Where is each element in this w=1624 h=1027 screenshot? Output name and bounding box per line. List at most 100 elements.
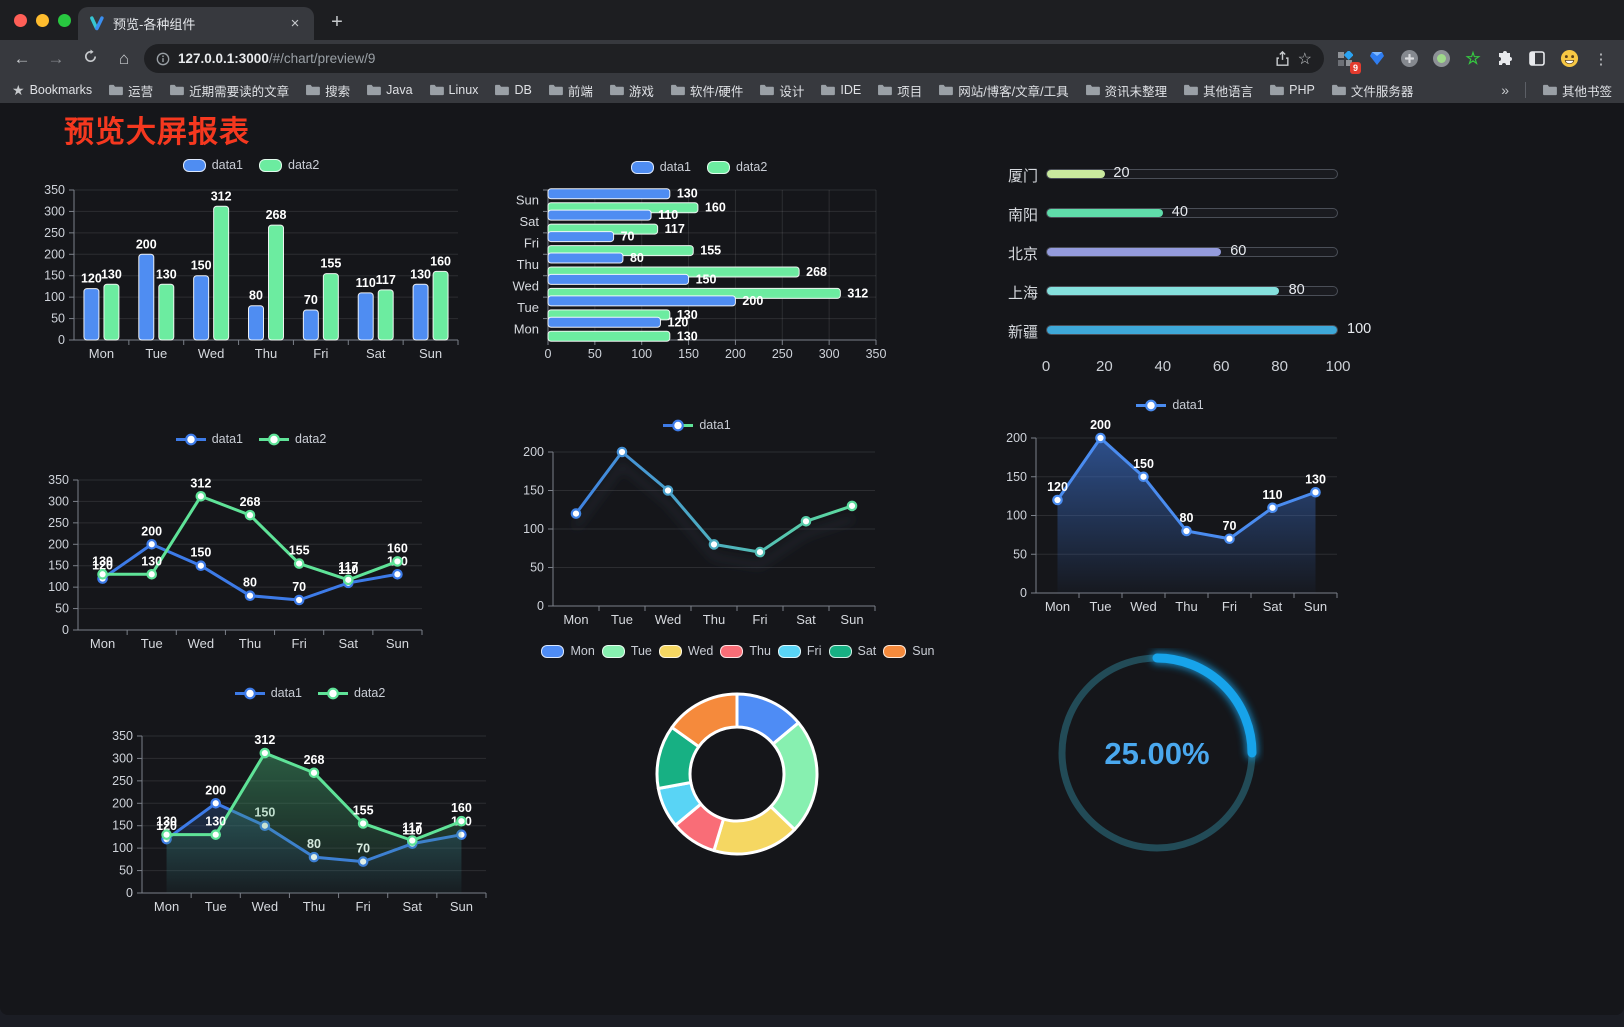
data-point-data1-Mon[interactable] [570, 508, 582, 519]
bar-vertical-plot[interactable]: 0 50 100 150 200 250 300 350 Mon Tue Wed Thu Fri Sat S… [36, 146, 466, 372]
bookmark-folder[interactable]: 软件/硬件 [670, 81, 743, 100]
browser-tab[interactable]: 预览-各种组件 × [78, 7, 314, 40]
bar-data1-Thu[interactable] [248, 305, 264, 341]
data-point-data1-Tue[interactable] [616, 446, 628, 458]
extension-grid-icon[interactable]: 9 [1334, 48, 1361, 74]
legend-item-Fri[interactable]: Fri [777, 644, 822, 658]
pie-slice-Sun[interactable] [670, 692, 739, 749]
extension-star-icon[interactable]: ☆ [1465, 48, 1481, 68]
area-single-plot[interactable]: 0 50 100 150 200 Mon Tue Wed Thu Fri Sat Sun 120 200 1… [986, 388, 1354, 616]
data-point-data2-Wed[interactable] [195, 490, 207, 502]
data-point-data2-Tue[interactable] [210, 829, 222, 840]
bar-data2-Wed[interactable] [213, 205, 230, 341]
reload-button[interactable] [76, 45, 104, 73]
bar-data1-Wed[interactable] [547, 273, 690, 285]
bookmark-star-icon[interactable]: ☆ [1297, 50, 1312, 68]
data-point-data2-Mon[interactable] [97, 568, 108, 580]
data-point-data2-Thu[interactable] [244, 509, 256, 521]
data-point-data1-Sat[interactable] [1267, 502, 1278, 514]
legend-item-data1[interactable]: data1 [175, 432, 243, 446]
bookmark-folder[interactable]: 文件服务器 [1331, 81, 1413, 100]
data-point-data1-Fri[interactable] [293, 594, 305, 606]
data-point-data1-Fri[interactable] [1224, 533, 1235, 545]
line-gradient-plot[interactable]: 0 50 100 150 200 Mon Tue Wed Thu Fri Sat Sun [503, 400, 891, 630]
other-bookmarks-item[interactable]: 其他书签 [1542, 81, 1612, 100]
legend-item-data1[interactable]: data1 [663, 418, 731, 432]
bookmark-folder[interactable]: 近期需要读的文章 [169, 81, 289, 100]
legend-item-Tue[interactable]: Tue [601, 644, 652, 658]
data-point-data1-Sat[interactable] [800, 516, 812, 527]
forward-button[interactable]: → [47, 48, 65, 68]
data-point-data1-Wed[interactable] [1138, 471, 1149, 483]
profile-avatar-emoji[interactable] [1558, 48, 1580, 70]
progress-track-厦门[interactable] [1046, 169, 1338, 179]
bookmark-folder[interactable]: 其他语言 [1183, 81, 1253, 100]
legend-item-data2[interactable]: data2 [318, 686, 385, 700]
address-bar[interactable]: 127.0.0.1:3000/#/chart/preview/9 ☆ [144, 44, 1324, 73]
bar-data1-Thu[interactable] [547, 252, 624, 264]
legend-item-Wed[interactable]: Wed [658, 644, 713, 658]
legend-item-Mon[interactable]: Mon [541, 644, 595, 658]
data-point-data2-Fri[interactable] [293, 558, 305, 569]
data-point-data2-Sun[interactable] [456, 815, 467, 827]
new-tab-button[interactable]: + [331, 11, 343, 33]
legend-item-data1[interactable]: data1 [1136, 398, 1204, 412]
bookmark-folder[interactable]: 资讯未整理 [1085, 81, 1167, 100]
bar-data2-Thu[interactable] [268, 224, 284, 341]
minimize-window-button[interactable] [36, 14, 49, 27]
bar-data1-Fri[interactable] [302, 309, 319, 341]
bookmark-folder[interactable]: 网站/博客/文章/工具 [938, 81, 1069, 100]
bar-data2-Mon[interactable] [547, 330, 671, 342]
donut-plot[interactable] [548, 638, 928, 890]
data-point-data2-Sun[interactable] [392, 556, 403, 567]
data-point-data1-Mon[interactable] [1052, 494, 1063, 506]
extensions-puzzle-icon[interactable] [1494, 48, 1516, 70]
data-point-data1-Fri[interactable] [754, 546, 766, 558]
data-point-data1-Tue[interactable] [146, 538, 158, 550]
bar-data1-Sat[interactable] [547, 209, 652, 221]
bookmarks-root-item[interactable]: ★ Bookmarks [12, 82, 92, 99]
legend-item-data2[interactable]: data2 [259, 158, 319, 172]
bookmark-folder[interactable]: Linux [429, 83, 478, 97]
progress-track-北京[interactable] [1046, 247, 1338, 257]
bar-data1-Mon[interactable] [547, 316, 661, 328]
bar-data2-Fri[interactable] [322, 273, 339, 341]
legend-item-data1[interactable]: data1 [630, 160, 691, 174]
data-point-data2-Sat[interactable] [406, 835, 418, 846]
bar-data1-Mon[interactable] [83, 288, 100, 341]
data-point-data2-Sat[interactable] [342, 574, 354, 586]
data-point-data1-Sun[interactable] [1310, 486, 1321, 498]
bar-data1-Sun[interactable] [547, 188, 671, 200]
line-two-plot[interactable]: 0 50 100 150 200 250 300 350 Mon Tue Wed Thu Fri Sat S… [36, 424, 466, 656]
progress-track-上海[interactable] [1046, 286, 1338, 296]
extension-gem-icon[interactable] [1366, 48, 1388, 70]
legend-item-data2[interactable]: data2 [259, 432, 326, 446]
bookmark-folder[interactable]: DB [494, 83, 532, 97]
sidebar-toggle-icon[interactable] [1526, 48, 1548, 70]
legend-item-Sun[interactable]: Sun [883, 644, 935, 658]
bookmark-folder[interactable]: PHP [1269, 83, 1315, 97]
maximize-window-button[interactable] [58, 14, 71, 27]
extension-circle-dot-icon[interactable] [1430, 48, 1452, 70]
legend-item-Sat[interactable]: Sat [828, 644, 876, 658]
bookmark-folder[interactable]: 运营 [108, 81, 153, 100]
legend-item-data2[interactable]: data2 [707, 160, 767, 174]
bookmark-folder[interactable]: IDE [820, 83, 861, 97]
menu-kebab-icon[interactable]: ⋮ [1593, 50, 1609, 68]
close-tab-icon[interactable]: × [290, 14, 300, 32]
line-data1[interactable] [574, 450, 854, 554]
progress-track-新疆[interactable] [1046, 325, 1338, 335]
data-point-data1-Thu[interactable] [708, 539, 720, 550]
data-point-data1-Wed[interactable] [662, 485, 674, 496]
progress-track-南阳[interactable] [1046, 208, 1338, 218]
bookmark-folder[interactable]: 前端 [548, 81, 593, 100]
legend-item-Thu[interactable]: Thu [720, 644, 771, 658]
data-point-data1-Tue[interactable] [1095, 432, 1106, 444]
bar-data2-Sun[interactable] [432, 270, 449, 341]
bar-data1-Fri[interactable] [547, 231, 615, 243]
data-point-data2-Thu[interactable] [308, 767, 320, 779]
bar-data1-Sun[interactable] [412, 283, 429, 341]
legend-item-data1[interactable]: data1 [234, 686, 302, 700]
bookmark-folder[interactable]: 搜索 [305, 81, 350, 100]
bar-data1-Tue[interactable] [138, 253, 155, 341]
